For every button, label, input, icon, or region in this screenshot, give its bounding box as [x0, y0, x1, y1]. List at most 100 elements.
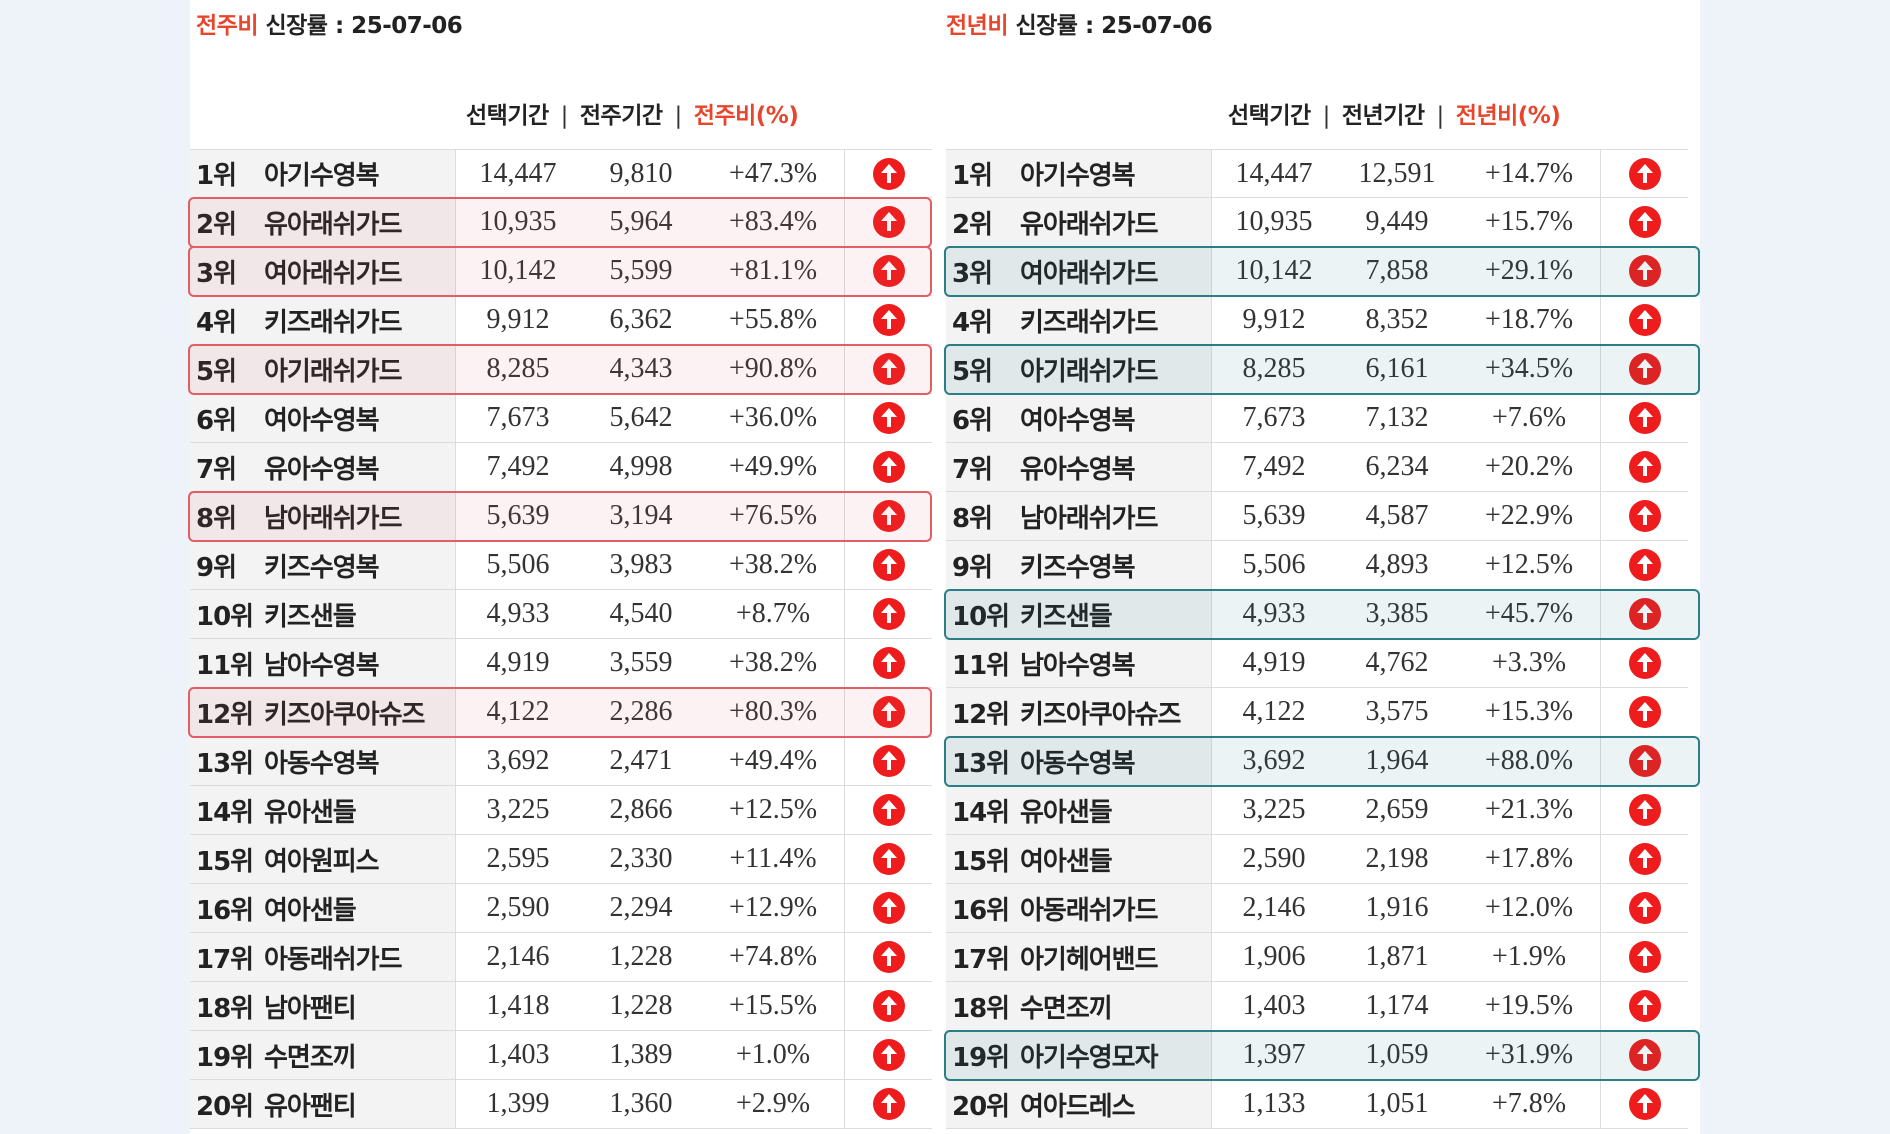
- trend-cell: [844, 198, 932, 246]
- rank-name-cell: 13위 아동수영복: [190, 737, 456, 785]
- col-separator: |: [674, 103, 683, 129]
- trend-cell: [844, 541, 932, 589]
- ranking-board: 전주비 신장률 : 25-07-06 선택기간 | 전주기간 | 전주비(%) 1위 아기…: [188, 0, 1700, 1134]
- compare-value: 1,871: [1365, 941, 1429, 972]
- category-name: 유아수영복: [264, 454, 380, 485]
- panel-title: 전년비 신장률 : 25-07-06: [946, 6, 1213, 40]
- table-row: 8위 남아래쉬가드 5,639 3,194 +76.5%: [190, 492, 932, 541]
- rank-label: 1위: [952, 161, 993, 191]
- rank-name-cell: 17위 아기헤어밴드: [946, 933, 1212, 981]
- ratio-value: +11.4%: [729, 843, 817, 874]
- category-name: 수면조끼: [264, 1042, 357, 1073]
- col-selected-period: 선택기간: [1228, 103, 1311, 129]
- selected-value: 8,285: [1242, 353, 1306, 384]
- rank-label: 5위: [196, 356, 237, 387]
- selected-value: 3,225: [1242, 794, 1306, 825]
- selected-value: 5,506: [1242, 549, 1306, 580]
- trend-cell: [1600, 345, 1688, 393]
- table-row: 11위 남아수영복 4,919 4,762 +3.3%: [946, 639, 1688, 688]
- selected-value: 4,919: [1242, 647, 1306, 678]
- rank-label: 6위: [196, 405, 237, 436]
- rank-label: 11위: [952, 650, 1010, 681]
- selected-value: 1,133: [1242, 1088, 1306, 1119]
- selected-value: 5,639: [486, 500, 550, 531]
- compare-value: 2,866: [609, 794, 673, 825]
- rank-label: 19위: [952, 1042, 1010, 1073]
- arrow-up-circle-icon: [1628, 304, 1661, 336]
- rank-name-cell: 7위 유아수영복: [190, 443, 456, 491]
- ratio-value: +81.1%: [728, 255, 818, 286]
- rank-name-cell: 11위 남아수영복: [946, 639, 1212, 687]
- trend-cell: [844, 1031, 932, 1079]
- table-row: 20위 여아드레스 1,133 1,051 +7.8%: [946, 1080, 1688, 1129]
- arrow-up-circle-icon: [1628, 451, 1661, 483]
- ratio-value: +22.9%: [1484, 500, 1574, 531]
- ratio-value: +49.4%: [728, 745, 818, 776]
- category-name: 아기래쉬가드: [264, 356, 403, 387]
- table-row: 1위 아기수영복 14,447 12,591 +14.7%: [946, 149, 1688, 198]
- category-name: 남아래쉬가드: [1020, 503, 1159, 534]
- table-row: 1위 아기수영복 14,447 9,810 +47.3%: [190, 149, 932, 198]
- compare-value: 1,964: [1365, 745, 1429, 776]
- trend-cell: [1600, 688, 1688, 736]
- compare-value: 4,998: [609, 451, 673, 482]
- selected-value: 5,639: [1242, 500, 1306, 531]
- category-name: 아기수영모자: [1020, 1042, 1159, 1073]
- selected-value: 3,225: [486, 794, 550, 825]
- table-row: 10위 키즈샌들 4,933 4,540 +8.7%: [190, 590, 932, 639]
- ratio-value: +12.0%: [1484, 892, 1574, 923]
- ratio-value: +17.8%: [1484, 843, 1574, 874]
- arrow-up-circle-icon: [872, 990, 905, 1022]
- category-name: 키즈수영복: [1020, 552, 1136, 583]
- selected-value: 4,122: [486, 696, 550, 727]
- arrow-up-circle-icon: [1628, 255, 1661, 287]
- rank-label: 3위: [952, 258, 993, 289]
- trend-cell: [1600, 247, 1688, 295]
- table-row: 5위 아기래쉬가드 8,285 6,161 +34.5%: [946, 345, 1688, 394]
- arrow-up-circle-icon: [1628, 696, 1661, 728]
- arrow-up-circle-icon: [872, 500, 905, 532]
- arrow-up-circle-icon: [1628, 647, 1661, 679]
- arrow-up-circle-icon: [1628, 1088, 1661, 1120]
- arrow-up-circle-icon: [872, 1088, 905, 1120]
- selected-value: 1,399: [486, 1088, 550, 1119]
- arrow-up-circle-icon: [872, 304, 905, 336]
- selected-value: 2,146: [1242, 892, 1306, 923]
- title-date: 신장률 : 25-07-06: [257, 13, 463, 39]
- category-name: 여아수영복: [264, 405, 380, 436]
- ratio-value: +15.7%: [1484, 206, 1574, 237]
- selected-value: 3,692: [486, 745, 550, 776]
- selected-value: 1,906: [1242, 941, 1306, 972]
- ranking-table: 1위 아기수영복 14,447 12,591 +14.7% 2위 유아래쉬가드 10,935 9…: [944, 149, 1700, 1129]
- category-name: 아기수영복: [264, 161, 380, 191]
- category-name: 유아샌들: [264, 797, 357, 828]
- trend-cell: [844, 688, 932, 736]
- rank-name-cell: 1위 아기수영복: [190, 150, 456, 197]
- yearly-growth-panel: 전년비 신장률 : 25-07-06 선택기간 | 전년기간 | 전년비(%) 1위 아기…: [944, 0, 1700, 1134]
- compare-value: 5,599: [609, 255, 673, 286]
- rank-label: 17위: [952, 944, 1010, 975]
- rank-label: 6위: [952, 405, 993, 436]
- table-row: 20위 유아팬티 1,399 1,360 +2.9%: [190, 1080, 932, 1129]
- rank-label: 11위: [196, 650, 254, 681]
- rank-name-cell: 20위 유아팬티: [190, 1080, 456, 1128]
- table-row: 16위 여아샌들 2,590 2,294 +12.9%: [190, 884, 932, 933]
- ratio-value: +29.1%: [1484, 255, 1574, 286]
- rank-name-cell: 13위 아동수영복: [946, 737, 1212, 785]
- arrow-up-circle-icon: [1628, 990, 1661, 1022]
- selected-value: 14,447: [479, 157, 557, 189]
- selected-value: 4,933: [486, 598, 550, 629]
- arrow-up-circle-icon: [872, 402, 905, 434]
- title-accent: 전년비: [946, 13, 1008, 39]
- trend-cell: [1600, 639, 1688, 687]
- table-row: 17위 아기헤어밴드 1,906 1,871 +1.9%: [946, 933, 1688, 982]
- compare-value: 1,051: [1365, 1088, 1429, 1119]
- rank-label: 9위: [952, 552, 993, 583]
- rank-label: 20위: [952, 1091, 1010, 1122]
- trend-cell: [844, 590, 932, 638]
- table-row: 2위 유아래쉬가드 10,935 5,964 +83.4%: [190, 198, 932, 247]
- table-row: 17위 아동래쉬가드 2,146 1,228 +74.8%: [190, 933, 932, 982]
- trend-cell: [844, 345, 932, 393]
- trend-cell: [844, 982, 932, 1030]
- selected-value: 5,506: [486, 549, 550, 580]
